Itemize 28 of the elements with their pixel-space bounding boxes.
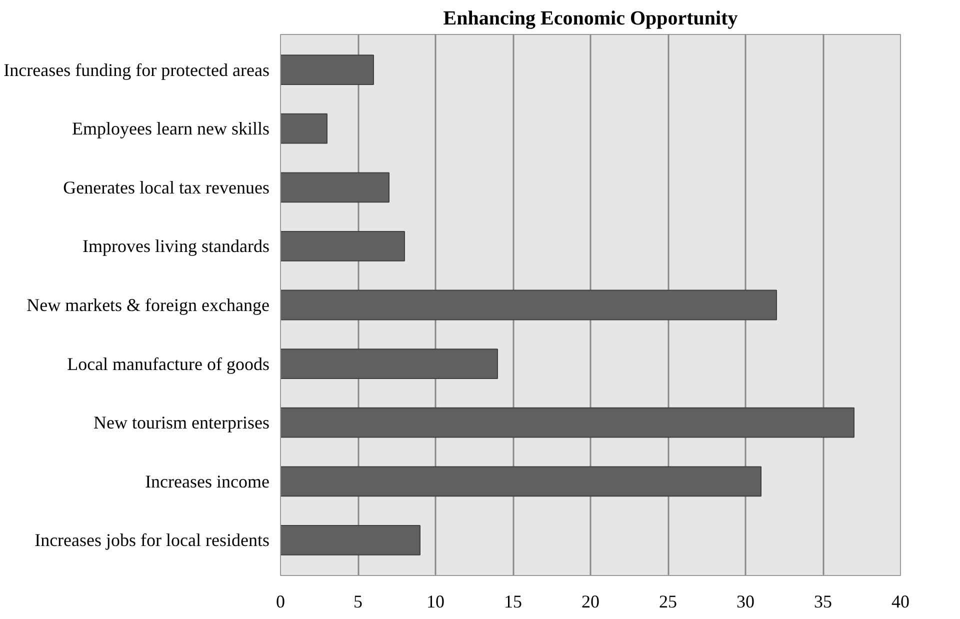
bar bbox=[280, 290, 777, 320]
bar bbox=[280, 348, 498, 380]
bar bbox=[280, 113, 328, 144]
bar bbox=[280, 54, 374, 85]
y-tick-label: New tourism enterprises bbox=[94, 412, 270, 433]
x-tick-label: 15 bbox=[504, 592, 522, 612]
x-tick-label: 10 bbox=[426, 592, 444, 612]
y-tick-label: Generates local tax revenues bbox=[63, 177, 270, 198]
y-tick-label: Increases jobs for local residents bbox=[34, 530, 270, 550]
y-tick-label: Local manufacture of goods bbox=[67, 354, 270, 374]
x-tick-label: 40 bbox=[892, 592, 910, 612]
y-tick-label: Increases funding for protected areas bbox=[4, 60, 270, 80]
bar bbox=[280, 466, 762, 497]
x-tick-label: 30 bbox=[736, 592, 754, 612]
x-tick-label: 20 bbox=[582, 592, 600, 612]
chart-title: Enhancing Economic Opportunity bbox=[443, 8, 738, 30]
y-tick-label: Improves living standards bbox=[82, 236, 270, 256]
y-tick-label: Employees learn new skills bbox=[72, 118, 270, 139]
y-tick-label: New markets & foreign exchange bbox=[26, 295, 270, 315]
y-tick-label: Increases income bbox=[145, 471, 270, 492]
bar bbox=[280, 407, 854, 438]
bar bbox=[280, 525, 420, 556]
x-tick-label: 5 bbox=[354, 592, 362, 612]
x-tick-label: 35 bbox=[814, 592, 832, 612]
x-tick-label: 0 bbox=[276, 592, 285, 612]
bar bbox=[280, 230, 405, 262]
bar bbox=[280, 172, 390, 203]
x-tick-label: 25 bbox=[659, 592, 677, 612]
